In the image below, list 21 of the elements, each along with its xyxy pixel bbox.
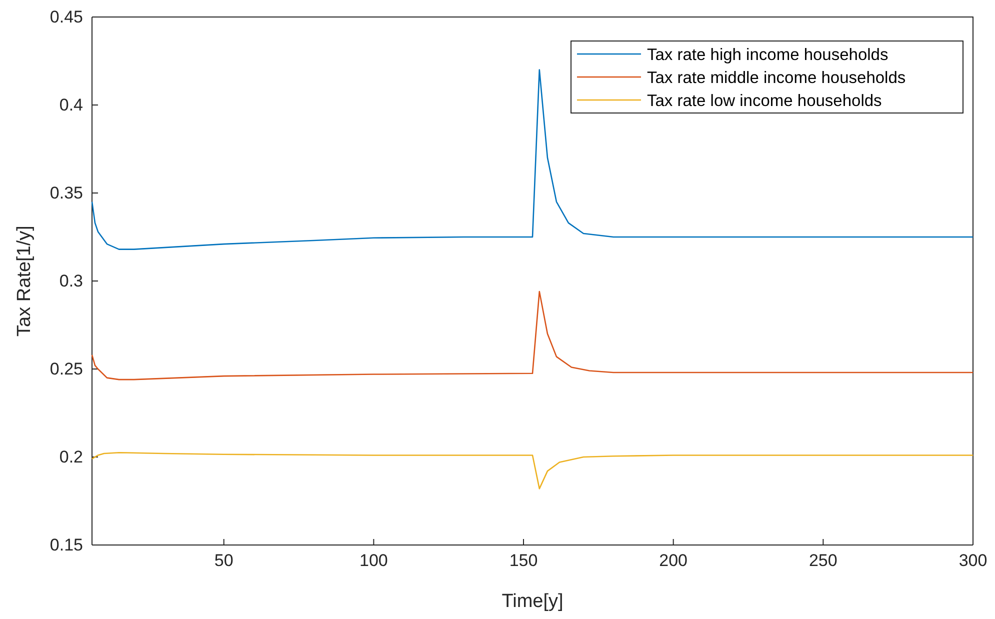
line-series: [91, 69, 974, 250]
x-tick-label: 250: [808, 551, 838, 570]
legend-label: Tax rate middle income households: [647, 69, 906, 87]
legend-label: Tax rate low income households: [647, 92, 882, 110]
y-tick-label: 0.45: [50, 7, 83, 26]
x-tick-label: 300: [958, 551, 988, 570]
x-tick-label: 100: [359, 551, 388, 570]
y-tick-label: 0.3: [59, 271, 83, 290]
x-tick-label: 150: [509, 551, 538, 570]
y-tick-label: 0.2: [59, 447, 83, 466]
x-tick-label: 200: [659, 551, 688, 570]
y-tick-label: 0.25: [50, 359, 83, 378]
y-tick-label: 0.15: [50, 535, 83, 554]
y-axis-title: Tax Rate[1/y]: [14, 226, 35, 336]
x-tick-label: 50: [214, 551, 234, 570]
y-tick-label: 0.35: [50, 183, 83, 202]
y-tick-label: 0.4: [59, 95, 83, 114]
x-axis-title: Time[y]: [502, 591, 564, 612]
line-series: [91, 290, 974, 380]
legend-label: Tax rate high income households: [647, 46, 888, 64]
line-series: [91, 452, 974, 490]
